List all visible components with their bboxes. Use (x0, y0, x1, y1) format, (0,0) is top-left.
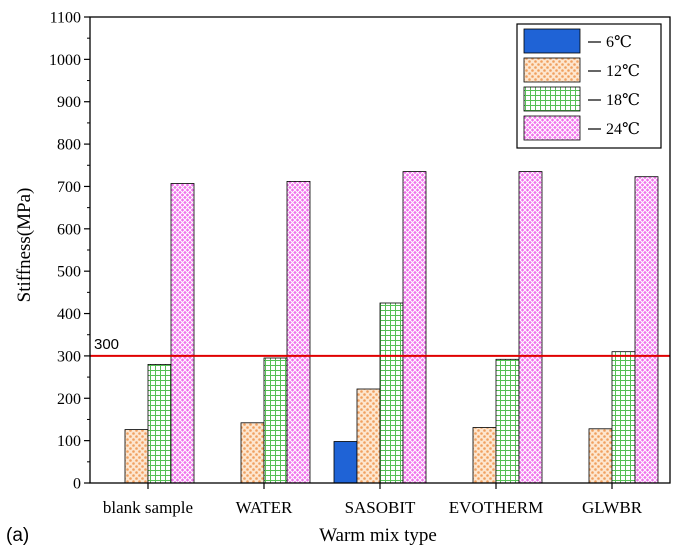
legend-label: 12℃ (606, 63, 640, 80)
panel-label: (a) (6, 525, 29, 546)
bar (124, 429, 149, 484)
reference-line-layer: 300 (90, 336, 670, 357)
bars-layer (124, 171, 659, 484)
x-tick-label: WATER (236, 498, 293, 517)
bar (240, 422, 265, 484)
legend-label: 18℃ (606, 92, 640, 109)
legend-swatch (523, 86, 581, 112)
bar (333, 441, 358, 484)
legend-swatch (523, 28, 581, 54)
bar (611, 351, 636, 484)
y-tick-label: 600 (57, 221, 81, 238)
x-tick-label: SASOBIT (345, 498, 416, 517)
y-tick-label: 300 (57, 348, 81, 365)
bar (170, 183, 195, 484)
y-tick-label: 900 (57, 94, 81, 111)
axes-layer: 0 100 200 300 400 500 600 700 800 900 1000 1100 blan… (49, 10, 671, 517)
y-tick-label: 700 (57, 179, 81, 196)
bar (472, 427, 497, 484)
y-tick-label: 500 (57, 264, 81, 281)
bar (263, 357, 288, 484)
x-tick-label: EVOTHERM (449, 498, 543, 517)
legend-label: 24℃ (606, 121, 640, 138)
bar (495, 358, 520, 484)
y-tick-label: 800 (57, 137, 81, 154)
bar (147, 363, 172, 484)
x-axis-title: Warm mix type (319, 525, 437, 546)
bar (356, 388, 381, 484)
y-tick-label: 100 (57, 433, 81, 450)
y-tick-label: 1000 (49, 52, 81, 69)
bar (286, 180, 311, 484)
legend-swatch (523, 57, 581, 83)
reference-line-label: 300 (94, 336, 119, 353)
x-tick-label: GLWBR (582, 498, 643, 517)
legend-label: 6℃ (606, 34, 632, 51)
y-tick-label: 1100 (50, 10, 81, 27)
legend-swatch (523, 115, 581, 141)
y-tick-label: 0 (73, 476, 81, 493)
bar (518, 171, 543, 484)
bar (588, 428, 613, 484)
y-tick-label: 400 (57, 306, 81, 323)
bar (634, 176, 659, 484)
bar (402, 171, 427, 484)
y-axis-title: Stiffness(MPa) (14, 188, 35, 303)
y-tick-label: 200 (57, 391, 81, 408)
x-tick-label: blank sample (103, 498, 193, 517)
bar (379, 302, 404, 484)
legend: 6℃ 12℃ 18℃ 24℃ (516, 23, 662, 149)
